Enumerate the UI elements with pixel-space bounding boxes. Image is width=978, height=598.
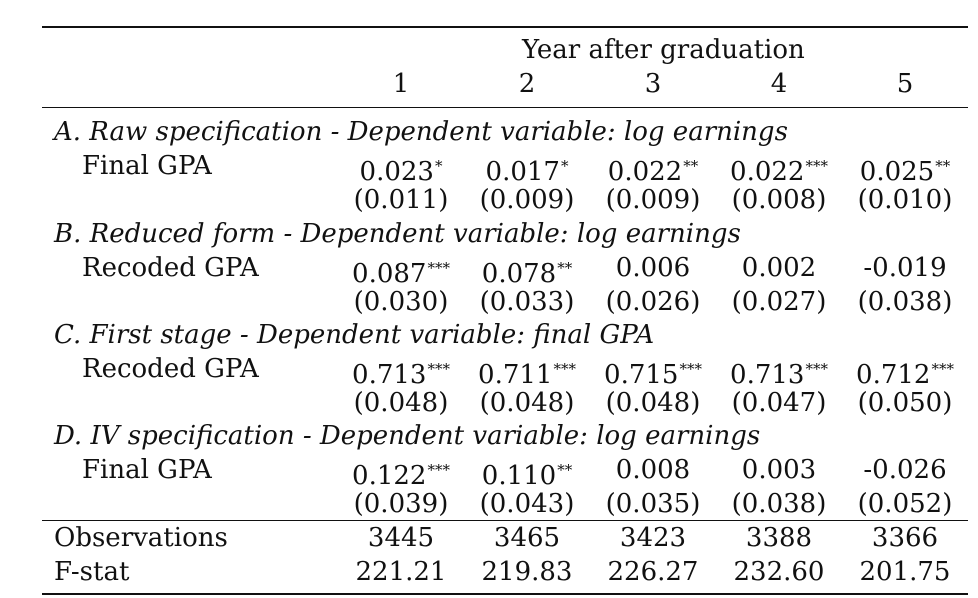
panel-a-se-5: (0.010) [857, 185, 953, 215]
column-header-1: 1 [392, 69, 410, 99]
significance-stars: ** [683, 157, 699, 175]
panel-a-se-3: (0.009) [605, 185, 701, 215]
panel-b-coef-3: 0.006 [615, 253, 691, 283]
panel-b-coef-2: 0.078** [481, 259, 573, 289]
significance-stars: * [560, 157, 569, 175]
panel-c-se-5: (0.050) [857, 388, 953, 418]
panel-d-coef-3: 0.008 [615, 455, 691, 485]
panel-c-se-1: (0.048) [353, 388, 449, 418]
header-rule [42, 107, 968, 108]
panel-d-title: D. IV specification - Dependent variable… [54, 421, 761, 451]
panel-a-se-4: (0.008) [731, 185, 827, 215]
observations-3: 3423 [619, 523, 687, 553]
observations-label: Observations [54, 523, 228, 553]
panel-c-coef-3: 0.715*** [604, 360, 702, 390]
panel-d-se-4: (0.038) [731, 489, 827, 519]
significance-stars: * [434, 157, 443, 175]
panel-c-title: C. First stage - Dependent variable: fin… [54, 320, 655, 350]
significance-stars: ** [557, 461, 573, 479]
column-header-5: 5 [896, 69, 914, 99]
observations-4: 3388 [745, 523, 813, 553]
fstat-4: 232.60 [733, 557, 825, 587]
panel-a-coef-2: 0.017* [485, 157, 569, 187]
fstat-3: 226.27 [607, 557, 699, 587]
observations-1: 3445 [367, 523, 435, 553]
significance-stars: *** [427, 461, 450, 479]
panel-b-title: B. Reduced form - Dependent variable: lo… [54, 219, 741, 249]
panel-c-coef-1: 0.713*** [352, 360, 450, 390]
panel-d-se-1: (0.039) [353, 489, 449, 519]
panel-b-se-2: (0.033) [479, 287, 575, 317]
panel-d-row-label: Final GPA [82, 455, 212, 485]
panel-b-se-3: (0.026) [605, 287, 701, 317]
bottom-rule [42, 593, 968, 595]
panel-b-row-label: Recoded GPA [82, 253, 259, 283]
panel-a-coef-3: 0.022** [607, 157, 699, 187]
top-rule [42, 26, 968, 28]
panel-b-coef-4: 0.002 [741, 253, 817, 283]
panel-c-row-label: Recoded GPA [82, 354, 259, 384]
panel-a-coef-4: 0.022*** [730, 157, 828, 187]
panel-c-se-4: (0.047) [731, 388, 827, 418]
fstat-2: 219.83 [481, 557, 573, 587]
significance-stars: *** [553, 360, 576, 378]
significance-stars: *** [931, 360, 954, 378]
fstat-label: F-stat [54, 557, 130, 587]
panel-b-coef-1: 0.087*** [352, 259, 450, 289]
significance-stars: *** [679, 360, 702, 378]
column-header-3: 3 [644, 69, 662, 99]
panel-c-coef-2: 0.711*** [478, 360, 576, 390]
panel-a-coef-5: 0.025** [859, 157, 951, 187]
panel-b-se-4: (0.027) [731, 287, 827, 317]
fstat-1: 221.21 [355, 557, 447, 587]
panel-d-se-5: (0.052) [857, 489, 953, 519]
panel-c-se-3: (0.048) [605, 388, 701, 418]
observations-5: 3366 [871, 523, 939, 553]
significance-stars: *** [427, 360, 450, 378]
significance-stars: *** [805, 157, 828, 175]
panel-c-coef-5: 0.712*** [856, 360, 954, 390]
panel-c-se-2: (0.048) [479, 388, 575, 418]
panel-d-coef-5: -0.026 [863, 455, 947, 485]
significance-stars: *** [805, 360, 828, 378]
panel-b-se-1: (0.030) [353, 287, 449, 317]
panel-b-coef-5: -0.019 [863, 253, 947, 283]
fstat-5: 201.75 [859, 557, 951, 587]
stats-separator-rule [42, 520, 968, 521]
column-spanner: Year after graduation [522, 35, 805, 65]
significance-stars: ** [935, 157, 951, 175]
panel-a-se-1: (0.011) [353, 185, 449, 215]
observations-2: 3465 [493, 523, 561, 553]
panel-a-row-label: Final GPA [82, 151, 212, 181]
panel-a-se-2: (0.009) [479, 185, 575, 215]
panel-d-coef-1: 0.122*** [352, 461, 450, 491]
panel-a-coef-1: 0.023* [359, 157, 443, 187]
column-header-2: 2 [518, 69, 536, 99]
panel-d-se-2: (0.043) [479, 489, 575, 519]
significance-stars: ** [557, 259, 573, 277]
significance-stars: *** [427, 259, 450, 277]
panel-b-se-5: (0.038) [857, 287, 953, 317]
panel-c-coef-4: 0.713*** [730, 360, 828, 390]
panel-d-coef-2: 0.110** [481, 461, 573, 491]
panel-d-coef-4: 0.003 [741, 455, 817, 485]
panel-a-title: A. Raw specification - Dependent variabl… [54, 117, 788, 147]
column-header-4: 4 [770, 69, 788, 99]
panel-d-se-3: (0.035) [605, 489, 701, 519]
